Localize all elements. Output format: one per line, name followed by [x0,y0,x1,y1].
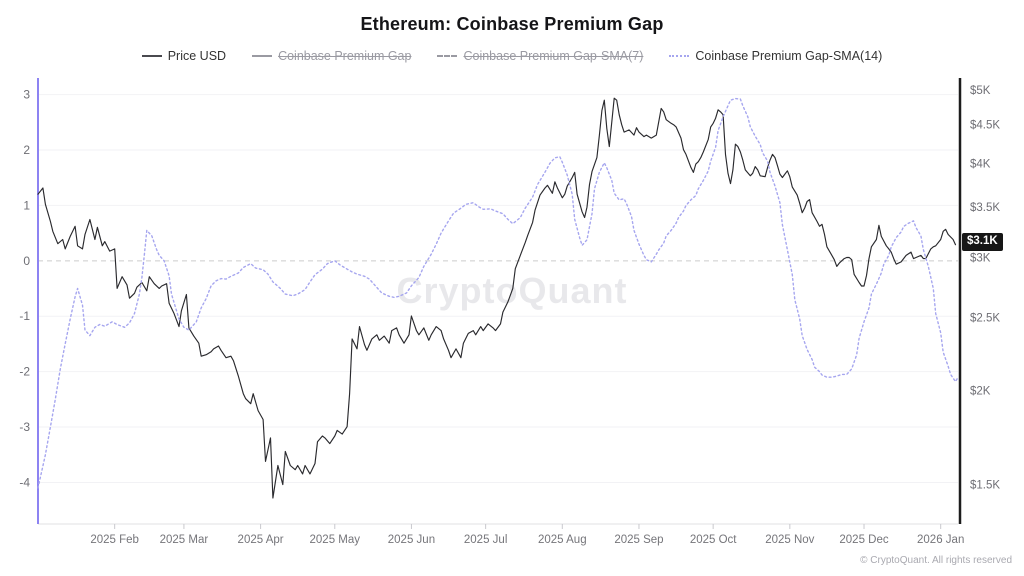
dashed-line-swatch-icon [437,55,458,57]
left-axis-tick-label: -4 [19,475,30,489]
legend-label: Coinbase Premium Gap-SMA(14) [695,49,883,63]
series-line-price-usd [37,97,957,499]
right-axis-tick-label: $4.5K [970,120,1000,132]
x-axis-month-label: 2025 Nov [765,534,814,546]
left-axis-tick-label: 3 [23,88,30,102]
x-axis-month-label: 2025 Feb [90,534,139,546]
right-axis-tick-label: $1.5K [970,480,1000,492]
left-axis-tick-label: 0 [23,254,30,268]
legend-item-coinbase-premium-gap[interactable]: Coinbase Premium Gap [252,49,411,63]
right-axis-tick-label: $4K [970,158,991,170]
x-axis-month-label: 2025 Sep [614,534,663,546]
solid-line-swatch-icon [141,55,162,57]
right-axis-tick-label: $3K [970,253,991,265]
left-axis-tick-label: 2 [23,143,30,157]
legend: Price USD Coinbase Premium Gap Coinbase Pr… [0,49,1024,63]
legend-item-coinbase-premium-gap-sma-7-[interactable]: Coinbase Premium Gap-SMA(7) [437,49,643,63]
right-axis-tick-label: $2K [970,385,991,397]
last-price-badge: $3.1K [962,233,1003,251]
x-axis-month-label: 2025 Mar [160,534,209,546]
x-axis-month-label: 2025 Dec [839,534,888,546]
left-axis-tick-label: -3 [19,420,30,434]
x-axis-month-label: 2025 Aug [538,534,587,546]
legend-label: Coinbase Premium Gap [278,49,412,63]
right-axis-tick-label: $5K [970,85,991,97]
x-axis-month-label: 2025 May [310,534,361,546]
x-axis-month-label: 2025 Apr [238,534,284,546]
x-axis-month-label: 2026 Jan [917,534,964,546]
legend-item-coinbase-premium-gap-sma-14-[interactable]: Coinbase Premium Gap-SMA(14) [669,49,882,63]
right-axis-tick-label: $3.5K [970,202,1000,214]
x-axis-month-label: 2025 Oct [690,534,737,546]
copyright-text: © CryptoQuant. All rights reserved [860,555,1012,566]
right-axis-tick-label: $2.5K [970,312,1000,324]
x-axis-month-label: 2025 Jul [464,534,507,546]
legend-label: Price USD [167,49,227,63]
left-axis-tick-label: 1 [23,198,30,212]
dotted-line-swatch-icon [669,55,690,57]
left-axis-tick-label: -2 [19,365,30,379]
x-axis-month-label: 2025 Jun [388,534,435,546]
legend-label: Coinbase Premium Gap-SMA(7) [463,49,644,63]
legend-item-price-usd[interactable]: Price USD [141,49,227,63]
chart-title: Ethereum: Coinbase Premium Gap [360,14,664,34]
solid-line-swatch-icon [252,55,273,57]
series-line-coinbase-premium-gap-sma-14- [37,97,959,489]
left-axis-tick-label: -1 [19,309,30,323]
